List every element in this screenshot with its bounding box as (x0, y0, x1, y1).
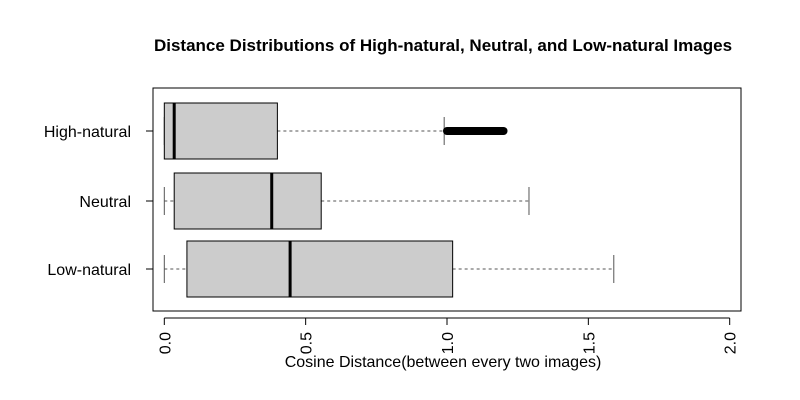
chart-title: Distance Distributions of High-natural, … (154, 36, 732, 55)
x-axis: 0.0 0.5 1.0 1.5 2.0 (157, 317, 740, 354)
x-tick-label: 0.0 (157, 332, 174, 354)
iqr-box (163, 102, 278, 160)
x-tick-label: 1.0 (440, 332, 457, 354)
box-high-natural (163, 102, 508, 160)
x-tick-label: 0.5 (299, 332, 316, 354)
iqr-box (186, 240, 454, 298)
x-axis-label: Cosine Distance(between every two images… (285, 354, 602, 371)
y-tick-label-low-natural: Low-natural (47, 262, 131, 279)
y-tick-label-neutral: Neutral (79, 194, 131, 211)
x-tick-label: 1.5 (581, 332, 598, 354)
boxes-group (163, 102, 615, 298)
x-tick-label: 2.0 (723, 332, 740, 354)
plot-frame (152, 87, 742, 312)
box-low-natural (163, 240, 615, 298)
iqr-box (173, 172, 322, 230)
box-neutral (163, 172, 530, 230)
y-axis-labels: High-natural Neutral Low-natural (44, 124, 153, 279)
y-tick-label-high-natural: High-natural (44, 124, 131, 141)
